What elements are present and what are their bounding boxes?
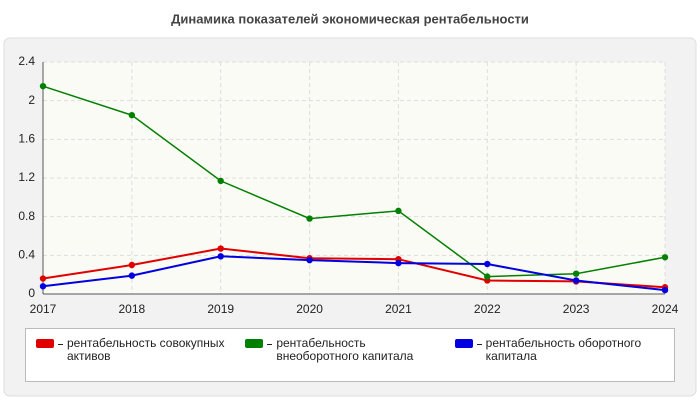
- y-tick-label: 0.4: [18, 248, 35, 262]
- x-tick-label: 2023: [563, 302, 590, 316]
- y-tick-label: 2.4: [18, 54, 35, 68]
- series-line: [42, 85, 666, 278]
- point: [128, 111, 136, 119]
- point: [128, 272, 136, 279]
- point: [572, 270, 580, 277]
- series-line: [42, 247, 666, 289]
- point: [484, 260, 491, 268]
- point: [484, 273, 491, 280]
- legend-dash: [476, 344, 482, 345]
- point: [217, 177, 224, 185]
- legend-item: рентабельность совокупных активов: [36, 337, 245, 373]
- point: [306, 256, 313, 264]
- y-tick-label: 0: [28, 286, 35, 300]
- legend-dash: [58, 344, 63, 345]
- y-tick-label: 1.6: [18, 132, 35, 146]
- legend: рентабельность совокупных активов рентабе…: [25, 328, 675, 382]
- legend-dash: [267, 344, 273, 345]
- x-tick-label: 2021: [385, 302, 412, 316]
- y-tick-label: 2: [28, 93, 35, 107]
- legend-swatch: [245, 339, 264, 348]
- legend-item: рентабельность оборотного капитала: [454, 336, 664, 373]
- point: [661, 286, 669, 294]
- point: [572, 277, 580, 284]
- point: [395, 207, 402, 215]
- point: [217, 245, 224, 252]
- series-line: [42, 255, 666, 292]
- legend-label: рентабельность оборотного капитала: [485, 336, 642, 363]
- point: [39, 283, 47, 290]
- legend-swatch: [36, 339, 54, 348]
- x-tick-label: 2020: [296, 302, 323, 316]
- point: [306, 215, 313, 222]
- point: [217, 253, 224, 260]
- point: [39, 82, 47, 90]
- y-tick-label: 1.2: [18, 170, 35, 184]
- point: [661, 254, 669, 261]
- legend-item: рентабельность внеоборотного капитала: [245, 337, 454, 373]
- legend-label: рентабельность внеоборотного капитала: [276, 336, 414, 363]
- chart-title: Динамика показателей экономическая рента…: [171, 11, 529, 26]
- y-tick-label: 0.8: [18, 209, 35, 223]
- x-tick-label: 2022: [474, 302, 501, 316]
- legend-swatch: [454, 339, 473, 348]
- point: [395, 259, 402, 267]
- legend-label: рентабельность совокупных активов: [67, 336, 225, 363]
- x-tick-label: 2019: [207, 302, 234, 316]
- x-tick-label: 2017: [30, 302, 57, 316]
- point: [128, 261, 136, 269]
- x-tick-label: 2024: [652, 302, 679, 316]
- x-tick-label: 2018: [119, 302, 146, 316]
- point: [39, 275, 47, 282]
